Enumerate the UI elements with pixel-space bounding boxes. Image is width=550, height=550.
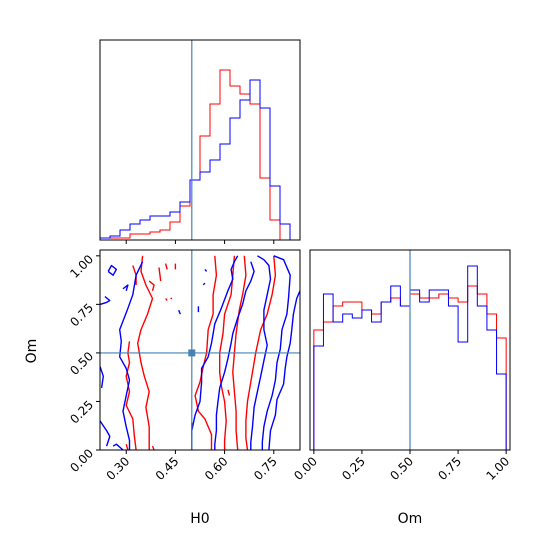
contour-series-1-path-0	[107, 264, 118, 276]
contour-series-1-path-4	[100, 366, 104, 389]
om-y-tick-label-1: 0.25	[67, 398, 96, 427]
x-axis-label-h0: H0	[190, 511, 209, 527]
contour-series-1-path-9	[202, 282, 206, 286]
om-y-tick-label-0: 0.00	[67, 446, 96, 475]
contour-series-0-path-13	[227, 389, 231, 396]
om-x-tick-label-0: 0.00	[291, 454, 320, 483]
contour-series-1-path-2	[122, 284, 129, 291]
h0-x-tick-label-2: 0.60	[202, 454, 231, 483]
h0-om-contour-panel: 0.30 0.45 0.60 0.75 0.00 0.25 0.50 0.75 1.00	[67, 249, 301, 483]
om-x-tick-label-1: 0.25	[339, 454, 368, 483]
h0-hist-series-1	[99, 79, 300, 241]
contour-series-0-path-12	[125, 341, 137, 450]
contour-lines	[100, 255, 300, 450]
contour-series-0-path-10	[158, 267, 162, 282]
om-x-tick-label-4: 1.00	[483, 454, 512, 483]
x-axis-label-om: Om	[398, 511, 423, 527]
contour-series-0-path-2	[219, 255, 236, 450]
truth-marker	[188, 349, 196, 357]
y-axis-label-om: Om	[24, 339, 40, 364]
h0-x-tick-label-1: 0.45	[153, 454, 182, 483]
om-y-tick-label-3: 0.75	[67, 301, 96, 330]
contour-series-1-path-1	[119, 261, 144, 450]
contour-frame	[99, 249, 301, 451]
contour-series-0-path-14	[151, 445, 155, 450]
om-x-tick-label-3: 0.75	[435, 454, 464, 483]
contour-series-1-path-12	[214, 261, 255, 450]
h0-hist-frame	[99, 39, 301, 241]
contour-series-1-path-5	[100, 420, 111, 447]
contour-series-1-path-13	[250, 255, 272, 450]
h0-x-tick-label-3: 0.75	[251, 454, 280, 483]
contour-series-1-path-8	[204, 268, 208, 272]
contour-series-1-path-3	[100, 296, 111, 306]
contour-series-1-path-6	[112, 443, 124, 450]
contour-series-0-path-1	[245, 255, 277, 450]
om-x-tick-label-2: 0.50	[387, 454, 416, 483]
om-y-tick-label-2: 0.50	[67, 349, 96, 378]
h0-x-tick-label-0: 0.30	[104, 454, 133, 483]
h0-hist-series-0	[99, 69, 300, 241]
contour-series-1-path-15	[268, 290, 300, 450]
contour-series-1-path-7	[178, 309, 181, 315]
contour-series-1-path-11	[191, 255, 239, 450]
contour-series-0-path-16	[125, 444, 129, 450]
contour-series-0-path-8	[164, 263, 168, 270]
contour-series-0-path-9	[165, 298, 168, 301]
h0-marginal-panel	[99, 39, 301, 244]
om-marginal-panel: 0.00 0.25 0.50 0.75 1.00	[291, 249, 512, 483]
contour-series-0-path-4	[137, 255, 154, 450]
contour-series-0-path-6	[148, 280, 155, 291]
om-y-tick-label-4: 1.00	[67, 252, 96, 281]
contour-series-1-path-14	[261, 255, 291, 450]
